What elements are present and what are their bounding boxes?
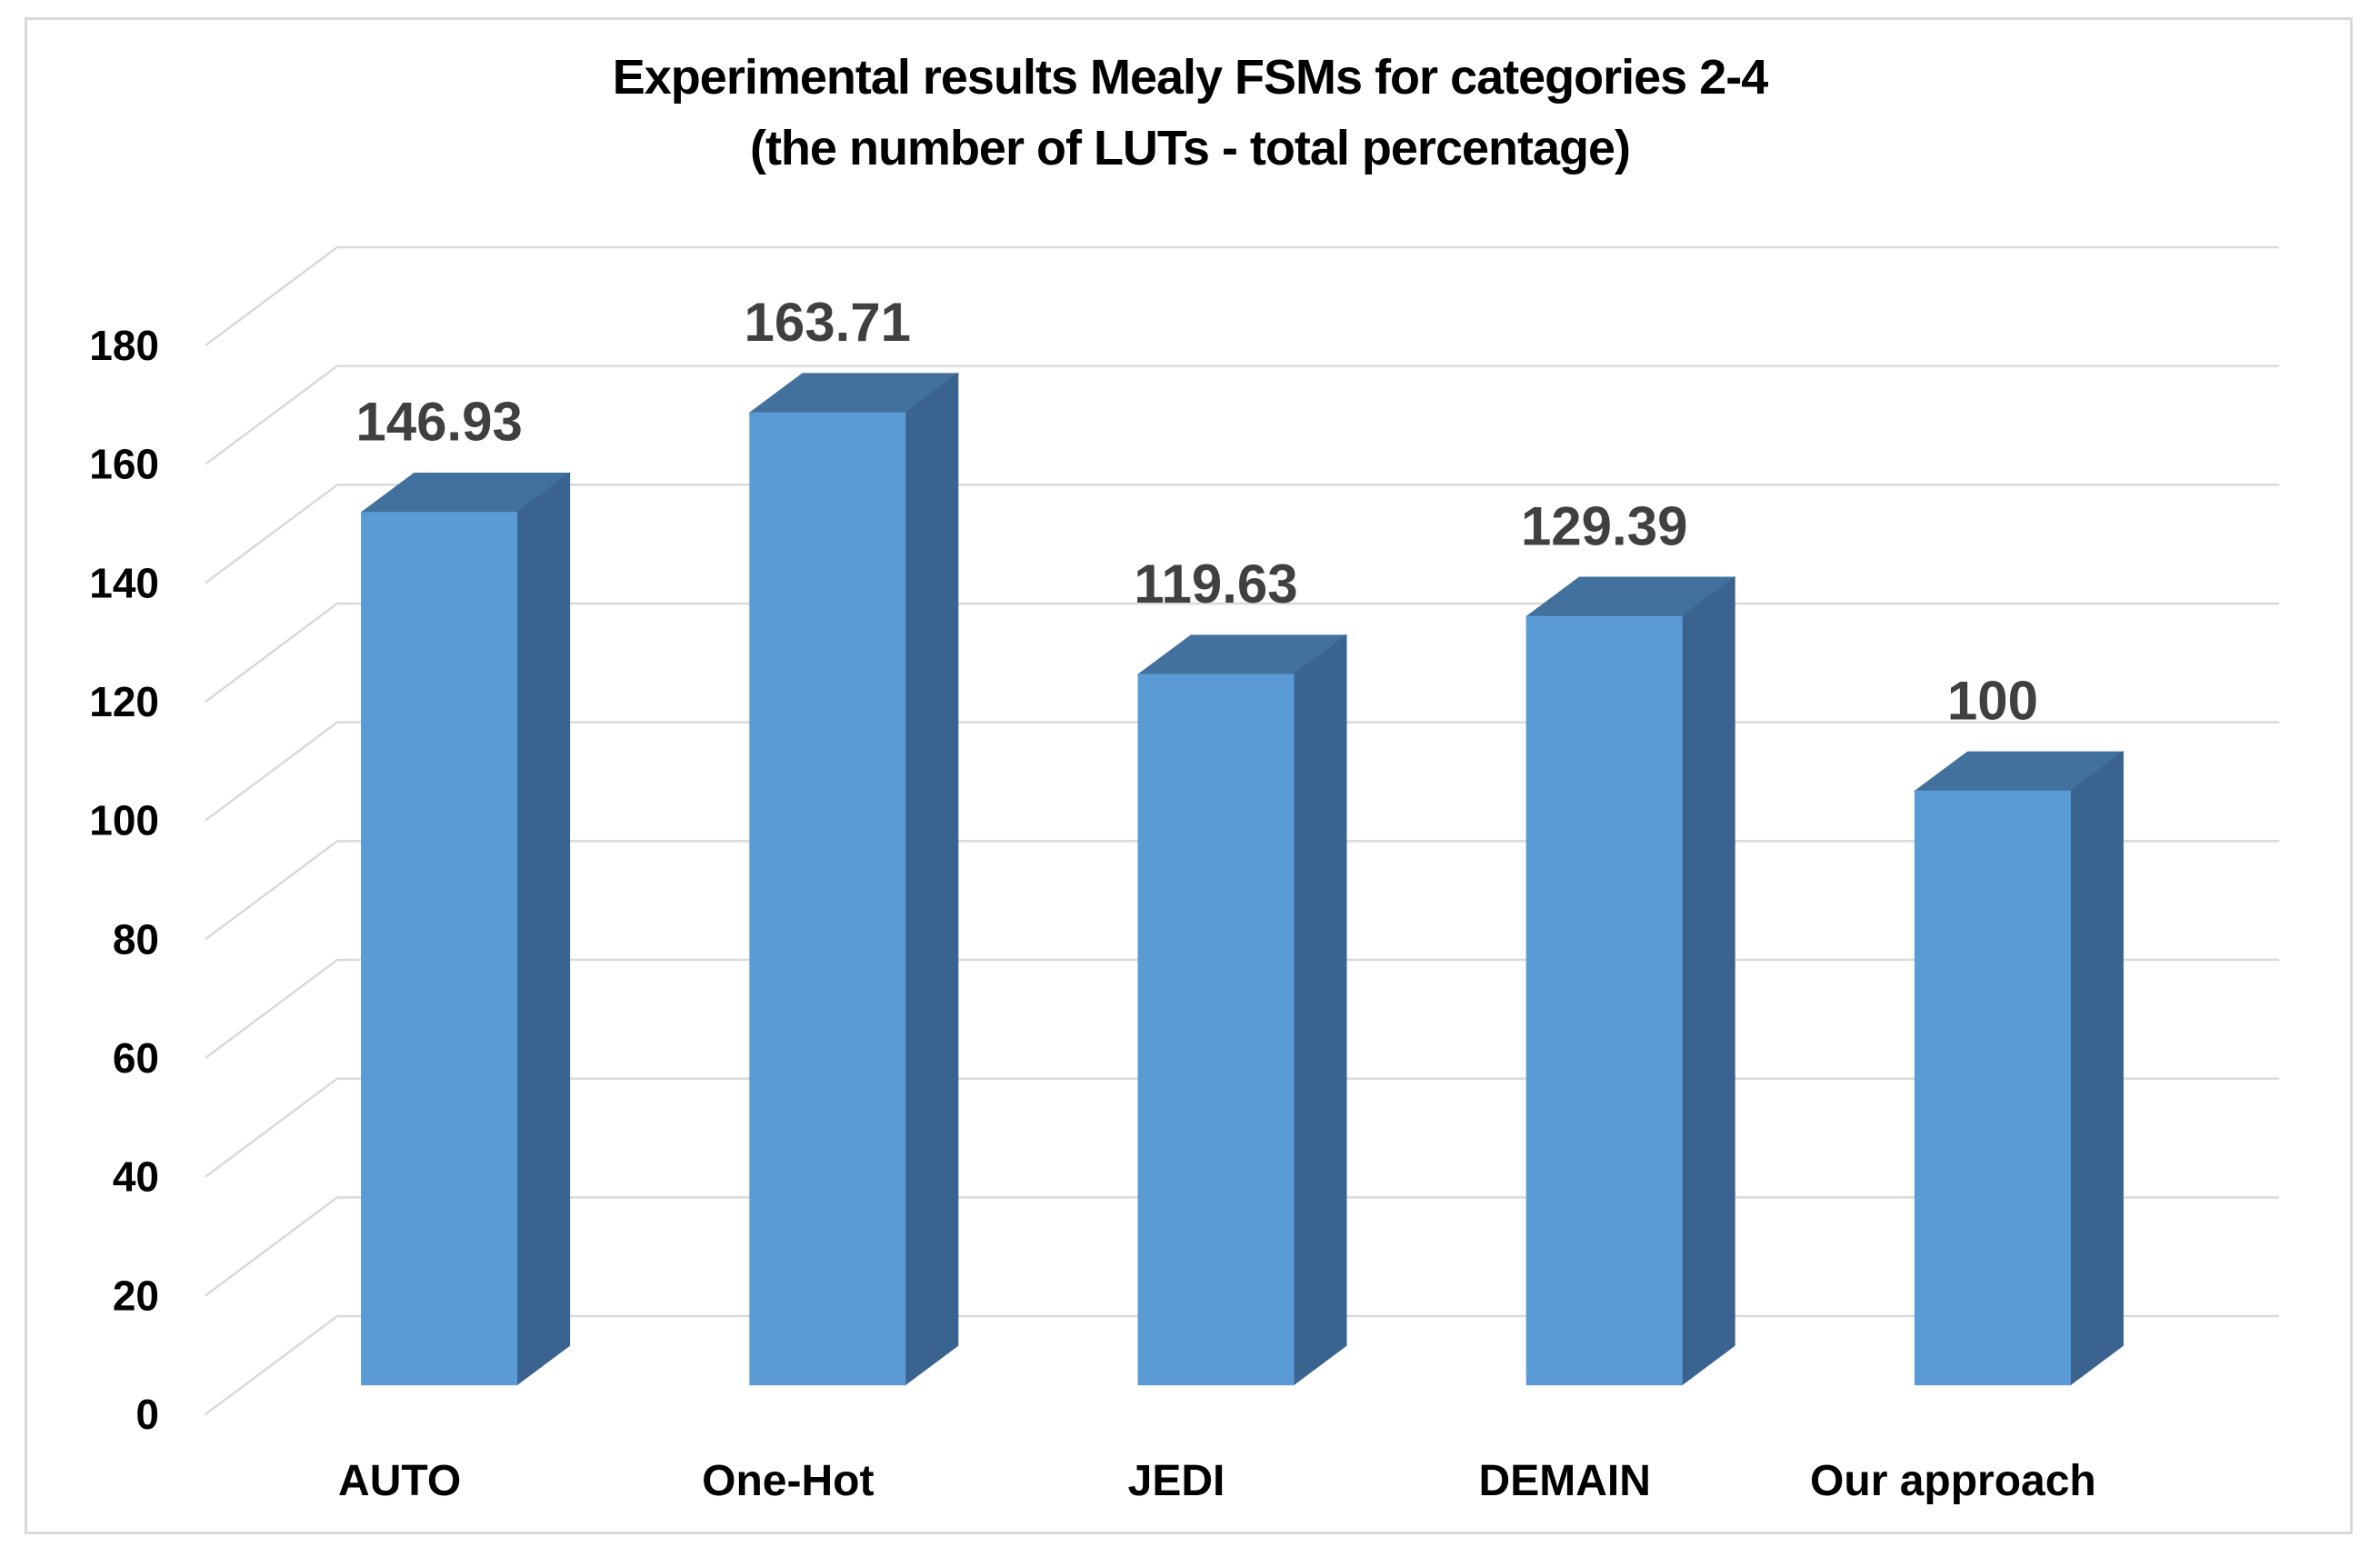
bar-front-face — [1525, 615, 1683, 1386]
chart-title: Experimental results Mealy FSMs for cate… — [0, 42, 2380, 184]
category-label: DEMAIN — [1479, 1457, 1651, 1505]
data-label: 100 — [1947, 670, 2038, 731]
bar-side-face — [905, 372, 959, 1386]
y-tick-label: 80 — [113, 915, 159, 963]
data-label: 119.63 — [1134, 554, 1297, 614]
gridline — [205, 364, 2279, 465]
y-tick-label: 120 — [89, 678, 159, 725]
category-label: One-Hot — [702, 1457, 874, 1505]
bar-front-face — [361, 512, 518, 1386]
category-label: AUTO — [338, 1457, 461, 1505]
bar-front-face — [749, 412, 906, 1386]
bar-side-face — [516, 472, 571, 1386]
y-tick-label: 160 — [89, 441, 159, 488]
data-label: 163.71 — [745, 292, 912, 353]
category-label: JEDI — [1128, 1457, 1225, 1505]
y-tick-label: 0 — [135, 1391, 159, 1438]
y-tick-label: 100 — [89, 797, 159, 844]
y-tick-label: 20 — [113, 1272, 159, 1319]
y-tick-label: 40 — [113, 1153, 159, 1201]
category-label: Our approach — [1810, 1457, 2096, 1505]
data-label: 129.39 — [1521, 495, 1688, 556]
bar-side-face — [1681, 576, 1735, 1386]
gridline — [205, 484, 2279, 584]
bar-front-face — [1137, 674, 1295, 1386]
bar-side-face — [1293, 634, 1347, 1386]
y-tick-label: 140 — [89, 559, 159, 606]
chart-title-line1: Experimental results Mealy FSMs for cate… — [612, 50, 1769, 105]
gridline — [205, 245, 2279, 347]
bar-front-face — [1914, 790, 2071, 1386]
data-label: 146.93 — [355, 392, 523, 453]
chart-title-line2: (the number of LUTs - total percentage) — [749, 121, 1631, 175]
bar-side-face — [2069, 751, 2124, 1386]
y-tick-label: 60 — [113, 1034, 159, 1082]
y-tick-label: 180 — [89, 322, 159, 369]
